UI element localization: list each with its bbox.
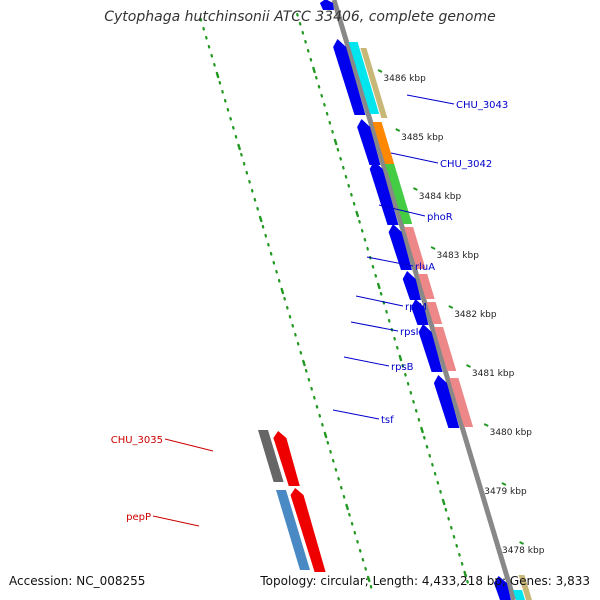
- gc-dot: [345, 503, 349, 511]
- gene-labels: CHU_3043 CHU_3042 phoR rluA rplM rpsI rpsB tsf C…: [111, 94, 508, 527]
- gene-label: tsf: [381, 415, 394, 426]
- tick-label: 3481 kbp: [472, 369, 515, 379]
- genome-backbone: [331, 0, 517, 600]
- cds-forward-arrow: [418, 324, 443, 372]
- label-connector: [378, 204, 426, 217]
- cog-band: [434, 327, 457, 371]
- tick-mark: [466, 364, 471, 368]
- tick-label: 3480 kbp: [490, 428, 533, 438]
- tick-mark: [377, 69, 383, 73]
- kbp-ticks: 3486 kbp 3485 kbp 3484 kbp 3483 kbp 3482 kbp…: [377, 69, 545, 556]
- cog-band: [449, 378, 474, 427]
- gc-dot: [463, 570, 467, 578]
- gene-label: rpsB: [391, 362, 414, 373]
- gene-features: [258, 0, 532, 600]
- cds-forward-arrow: [333, 39, 366, 115]
- genome-title: Cytophaga hutchinsonii ATCC 33406, compl…: [104, 9, 496, 25]
- gc-dot: [377, 282, 381, 290]
- label-connector: [164, 438, 214, 452]
- cog-band: [258, 430, 284, 482]
- gc-dot: [420, 426, 424, 434]
- cds-reverse-arrow: [273, 431, 300, 486]
- tick-label: 3478 kbp: [502, 546, 545, 556]
- gc-dot: [215, 71, 220, 79]
- gene-label: CHU_3035: [111, 435, 163, 446]
- gene-label: rpsI: [400, 327, 419, 338]
- gene-label: CHU_3043: [456, 100, 508, 111]
- cog-band: [518, 575, 532, 600]
- gc-dot: [366, 575, 371, 583]
- tick-mark: [430, 246, 436, 250]
- cog-band: [404, 227, 426, 269]
- tick-label: 3486 kbp: [383, 74, 426, 84]
- cds-forward-arrow: [319, 0, 334, 10]
- label-connector: [152, 515, 200, 527]
- label-connector: [350, 321, 399, 332]
- gc-dot: [312, 66, 316, 74]
- topology-label: Topology: circular; Length: 4,433,218 bp…: [260, 574, 590, 588]
- cog-band: [372, 122, 395, 164]
- cds-forward-arrow: [388, 224, 412, 270]
- tick-label: 3479 kbp: [484, 487, 527, 497]
- tick-label: 3484 kbp: [419, 192, 462, 202]
- gc-dot: [333, 138, 338, 146]
- gene-label: rplM: [405, 302, 427, 313]
- tick-label: 3485 kbp: [401, 133, 444, 143]
- cog-band: [426, 302, 443, 324]
- gc-dot: [302, 359, 306, 367]
- gene-label: phoR: [427, 212, 453, 223]
- gc-skew-dots: [199, 12, 469, 589]
- gc-dot: [237, 143, 241, 151]
- label-connector: [390, 152, 439, 164]
- label-connector: [332, 409, 380, 420]
- tick-mark: [395, 128, 401, 132]
- gc-dot: [258, 215, 263, 223]
- cog-band: [276, 490, 310, 570]
- label-connector: [366, 256, 414, 267]
- gc-dot: [280, 287, 285, 295]
- tick-label: 3482 kbp: [454, 310, 497, 320]
- tick-mark: [483, 423, 489, 427]
- tick-mark: [412, 187, 418, 191]
- gc-dot: [441, 498, 446, 506]
- label-connector: [343, 356, 390, 367]
- label-connector: [406, 94, 455, 105]
- cds-forward-arrow: [369, 161, 399, 225]
- gc-dot: [398, 354, 403, 362]
- cds-forward-arrow: [411, 299, 429, 325]
- cds-forward-arrow: [493, 576, 511, 600]
- cds-forward-arrow: [433, 375, 460, 428]
- accession-label: Accession: NC_008255: [9, 574, 146, 588]
- cog-band: [418, 274, 435, 299]
- cds-reverse-arrow: [290, 488, 326, 572]
- tick-mark: [448, 305, 454, 309]
- backbone-line: [331, 0, 517, 600]
- cds-forward-arrow: [402, 271, 421, 300]
- gene-label: rluA: [415, 262, 435, 273]
- gc-dot: [323, 431, 328, 439]
- label-connector: [355, 295, 404, 307]
- gene-label: CHU_3042: [440, 159, 492, 170]
- cog-band: [360, 48, 388, 118]
- cog-band: [513, 590, 525, 600]
- cds-forward-arrow: [357, 119, 381, 165]
- gene-label: pepP: [126, 512, 151, 523]
- cog-band: [348, 42, 380, 114]
- cog-band: [385, 164, 413, 224]
- gc-dot: [355, 210, 359, 218]
- tick-label: 3483 kbp: [437, 251, 480, 261]
- tick-mark: [501, 482, 507, 486]
- tick-mark: [519, 541, 525, 545]
